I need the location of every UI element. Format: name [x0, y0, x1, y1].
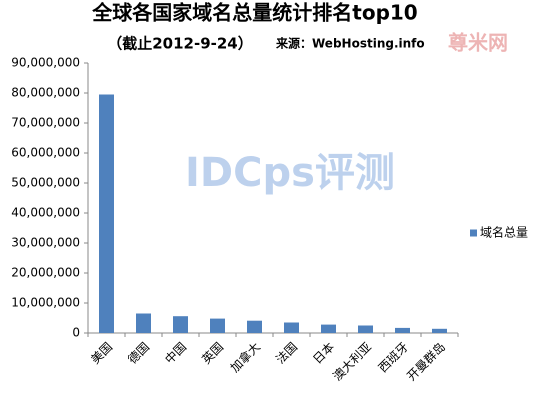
bar	[432, 328, 447, 333]
bar	[395, 327, 410, 333]
chart-subtitle: （截止2012-9-24）	[107, 35, 253, 53]
y-tick-label: 50,000,000	[11, 176, 80, 190]
bar	[321, 324, 336, 333]
y-tick-label: 10,000,000	[11, 296, 80, 310]
bar	[358, 325, 373, 333]
y-tick-label: 70,000,000	[11, 116, 80, 130]
bar	[284, 322, 299, 333]
y-tick-label: 90,000,000	[11, 56, 80, 70]
y-tick-label: 40,000,000	[11, 206, 80, 220]
x-tick-label: 加拿大	[227, 339, 263, 375]
y-tick-label: 60,000,000	[11, 146, 80, 160]
y-tick-label: 30,000,000	[11, 236, 80, 250]
bar	[210, 318, 225, 333]
bar	[173, 316, 188, 333]
watermark: IDCps评测	[185, 150, 395, 196]
x-tick-label: 英国	[199, 340, 226, 367]
x-tick-label: 开曼群岛	[404, 339, 449, 384]
x-tick-label: 法国	[273, 340, 300, 367]
y-tick-label: 80,000,000	[11, 86, 80, 100]
legend-swatch	[470, 229, 477, 237]
chart-title: 全球各国家域名总量统计排名top10	[91, 1, 417, 25]
x-tick-label: 澳大利亚	[330, 340, 374, 384]
source: 来源：WebHosting.info	[275, 36, 425, 51]
bar	[136, 313, 151, 333]
legend-label: 域名总量	[480, 225, 528, 240]
y-tick-label: 20,000,000	[11, 266, 80, 280]
bar	[99, 94, 114, 333]
x-tick-label: 中国	[162, 339, 190, 367]
y-tick-label: 0	[72, 326, 80, 340]
x-tick-label: 西班牙	[376, 340, 411, 375]
x-tick-label: 日本	[310, 340, 337, 367]
x-tick-label: 美国	[88, 340, 115, 367]
x-tick-label: 德国	[125, 339, 153, 367]
bar	[247, 320, 262, 333]
watermark: 尊米网	[448, 31, 508, 55]
